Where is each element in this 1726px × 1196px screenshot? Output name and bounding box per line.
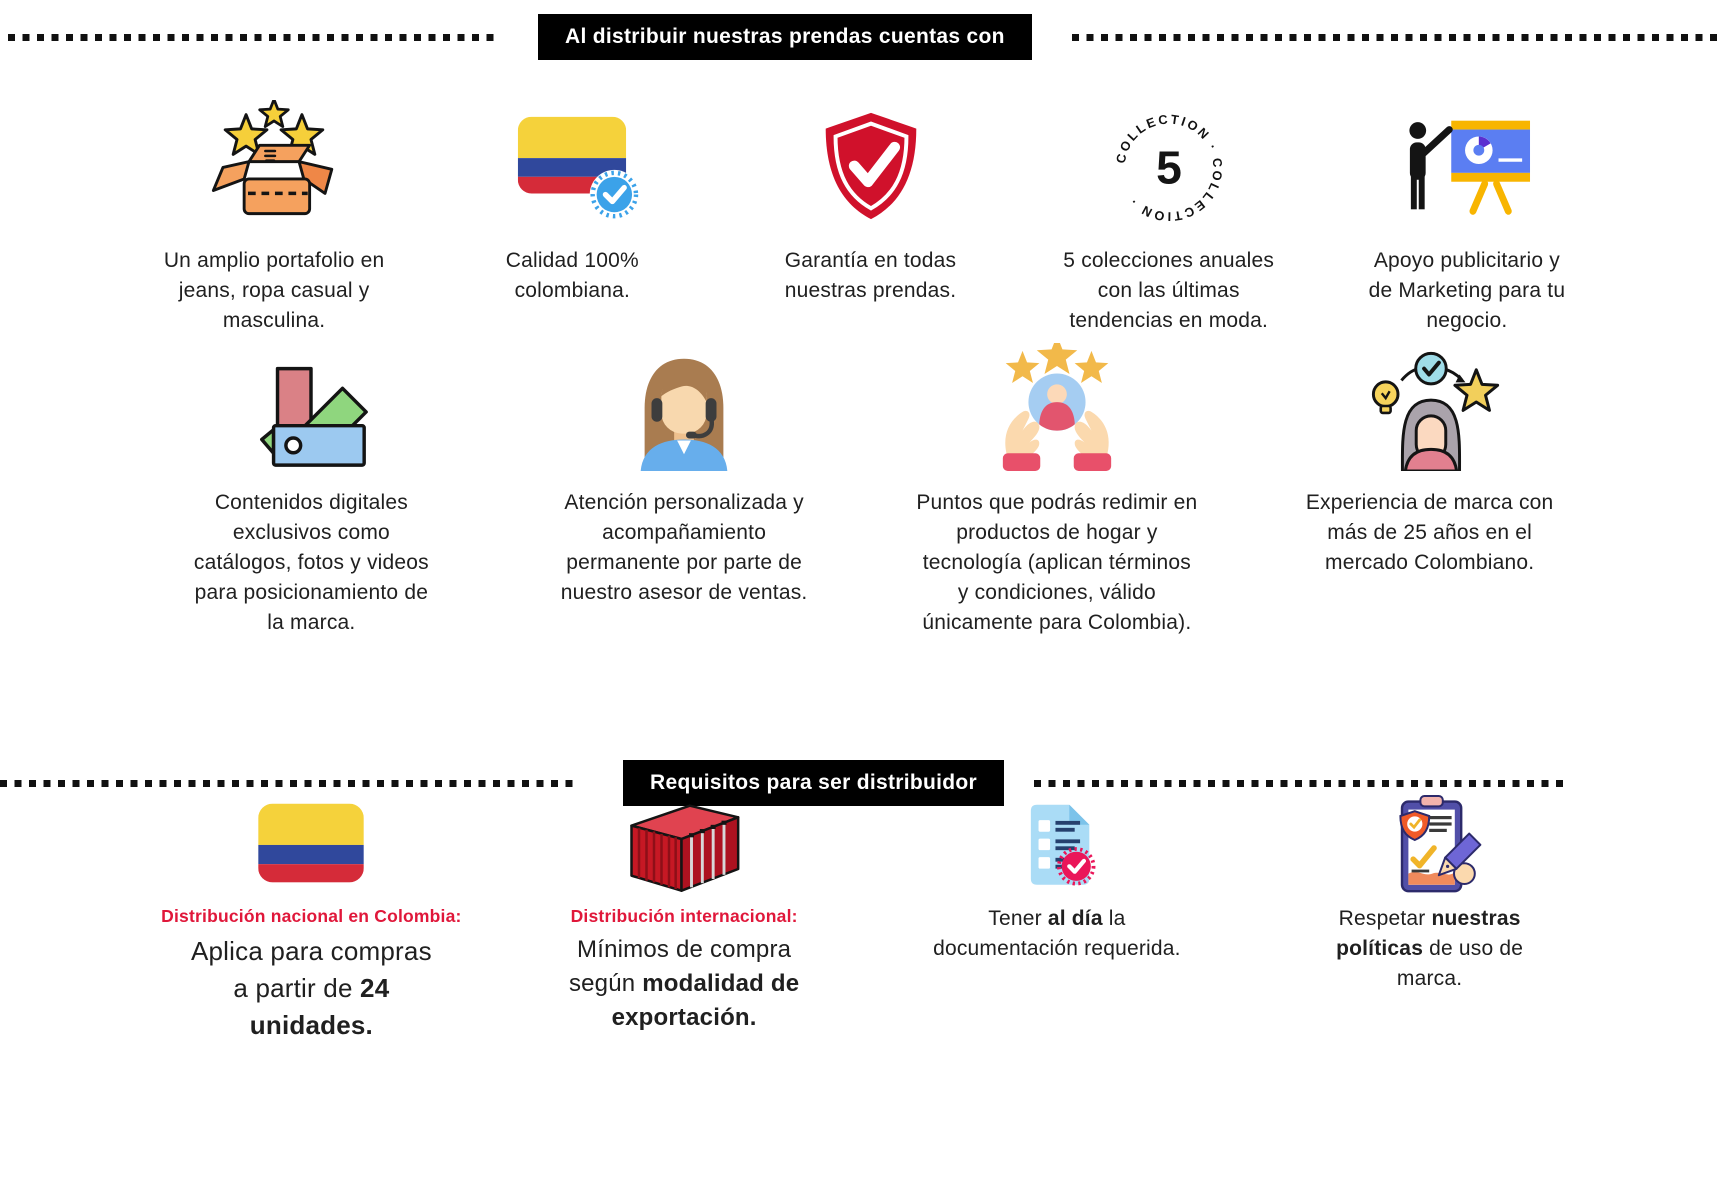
warranty-shield-icon xyxy=(825,112,916,220)
benefit-digital-content-card: Contenidos digitales exclusivos como cat… xyxy=(125,342,498,638)
benefit-warranty-card: Garantía en todas nuestras prendas. xyxy=(721,100,1019,336)
benefit-marketing-card: Apoyo publicitario y de Marketing para t… xyxy=(1318,100,1616,336)
document-checklist-icon xyxy=(1030,804,1096,886)
benefits-banner-title: Al distribuir nuestras prendas cuentas c… xyxy=(538,14,1032,60)
benefit-text: 5 colecciones anuales con las últimas te… xyxy=(1063,249,1275,332)
benefit-collections-card: COLLECTION · COLLECTION · 5 5 coleccione… xyxy=(1020,100,1318,336)
color-swatches-icon xyxy=(260,366,369,467)
collections-stamp-icon: COLLECTION · COLLECTION · 5 xyxy=(1112,111,1222,224)
support-agent-icon xyxy=(640,358,728,471)
requirement-label: Distribución internacional: xyxy=(570,906,798,926)
benefit-text: Calidad 100% colombiana. xyxy=(505,249,639,302)
benefit-text: Garantía en todas nuestras prendas. xyxy=(784,249,957,302)
gift-box-stars-icon xyxy=(211,100,334,216)
benefit-text: Atención personalizada y acompañamiento … xyxy=(560,491,808,604)
requirement-national-card: Distribución nacional en Colombia: Aplic… xyxy=(125,794,498,1044)
shipping-container-icon xyxy=(630,804,740,892)
brand-experience-icon xyxy=(1371,351,1499,471)
dotted-rule xyxy=(1034,779,1567,787)
requirement-text: Mínimos de compra según modalidad de exp… xyxy=(568,936,800,1031)
benefit-text: Apoyo publicitario y de Marketing para t… xyxy=(1368,249,1566,332)
colombia-flag-icon xyxy=(258,803,365,883)
benefit-text: Puntos que podrás redimir en productos d… xyxy=(916,491,1198,634)
requirement-text: Aplica para compras a partir de 24 unida… xyxy=(190,936,432,1040)
requirement-documentation-card: Tener al día la documentación requerida. xyxy=(871,794,1244,1044)
benefit-experience-card: Experiencia de marca con más de 25 años … xyxy=(1243,342,1616,638)
requirements-row: Distribución nacional en Colombia: Aplic… xyxy=(0,794,1726,1044)
svg-text:5: 5 xyxy=(1156,142,1182,194)
benefit-quality-card: Calidad 100% colombiana. xyxy=(423,100,721,336)
colombia-flag-verified-icon xyxy=(518,116,640,220)
benefits-row-2: Contenidos digitales exclusivos como cat… xyxy=(0,342,1726,638)
requirement-label: Distribución nacional en Colombia: xyxy=(161,906,462,926)
benefits-header-row: Al distribuir nuestras prendas cuentas c… xyxy=(0,0,1726,60)
requirement-international-card: Distribución internacional: Mínimos de c… xyxy=(498,794,871,1044)
requirement-text: Respetar nuestras políticas de uso de ma… xyxy=(1336,907,1524,990)
benefit-points-card: Puntos que podrás redimir en productos d… xyxy=(871,342,1244,638)
benefit-text: Un amplio portafolio en jeans, ropa casu… xyxy=(163,249,385,332)
marketing-presentation-icon xyxy=(1409,120,1530,215)
requirements-header-row: Requisitos para ser distribuidor xyxy=(0,760,1726,806)
loyalty-points-icon xyxy=(1002,343,1112,471)
requirements-banner-title: Requisitos para ser distribuidor xyxy=(623,760,1004,806)
benefit-portfolio-card: Un amplio portafolio en jeans, ropa casu… xyxy=(125,100,423,336)
benefit-support-card: Atención personalizada y acompañamiento … xyxy=(498,342,871,638)
requirement-policies-card: Respetar nuestras políticas de uso de ma… xyxy=(1243,794,1616,1044)
brand-policies-icon xyxy=(1399,795,1482,893)
requirement-text: Tener al día la documentación requerida. xyxy=(933,907,1181,960)
benefit-text: Contenidos digitales exclusivos como cat… xyxy=(193,491,429,634)
dotted-rule xyxy=(8,33,498,41)
dotted-rule xyxy=(1071,33,1720,41)
dotted-rule xyxy=(0,779,577,787)
benefit-text: Experiencia de marca con más de 25 años … xyxy=(1305,491,1554,574)
benefits-row-1: Un amplio portafolio en jeans, ropa casu… xyxy=(0,100,1726,336)
